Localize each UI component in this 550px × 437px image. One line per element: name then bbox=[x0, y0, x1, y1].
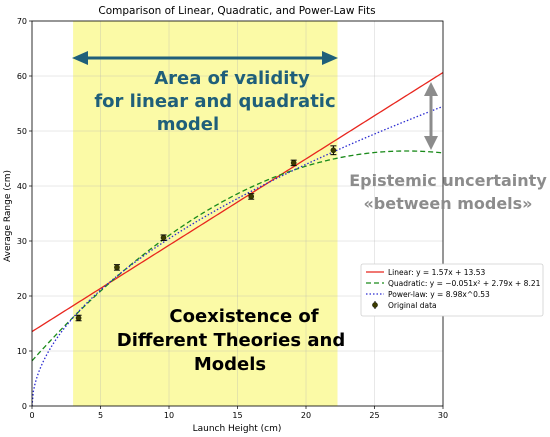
x-axis-label: Launch Height (cm) bbox=[193, 424, 282, 434]
x-tick-label: 20 bbox=[301, 411, 311, 420]
fit-curves bbox=[32, 71, 443, 406]
x-tick-label: 25 bbox=[369, 411, 379, 420]
coexistence-text-line3: Models bbox=[194, 354, 266, 375]
data-point bbox=[160, 234, 167, 241]
x-tick-label: 15 bbox=[232, 411, 242, 420]
validity-text-line2: for linear and quadratic bbox=[94, 91, 335, 112]
validity-arrow-right-head bbox=[322, 51, 338, 65]
legend-data-marker bbox=[372, 302, 378, 308]
x-tick-label: 30 bbox=[438, 411, 448, 420]
data-point bbox=[290, 160, 297, 166]
validity-region bbox=[73, 21, 338, 406]
x-tick-label: 5 bbox=[98, 411, 103, 420]
uncertainty-text-line1: Epistemic uncertainty bbox=[349, 171, 547, 190]
legend-label-data: Original data bbox=[388, 301, 437, 310]
data-point bbox=[114, 264, 120, 271]
y-tick-label: 30 bbox=[17, 237, 27, 246]
data-point bbox=[75, 315, 82, 321]
y-axis-label: Average Range (cm) bbox=[3, 170, 13, 262]
y-tick-label: 60 bbox=[17, 72, 27, 81]
y-tick-label: 40 bbox=[17, 182, 27, 191]
fit-curve-quadratic bbox=[32, 150, 443, 362]
y-tick-label: 50 bbox=[17, 127, 27, 136]
data-point bbox=[330, 147, 337, 154]
y-tick-label: 20 bbox=[17, 292, 27, 301]
validity-text-line1: Area of validity bbox=[154, 68, 310, 89]
y-tick-label: 10 bbox=[17, 347, 27, 356]
coexistence-text-line2: Different Theories and bbox=[117, 330, 345, 351]
uncertainty-text-line2: «between models» bbox=[363, 194, 532, 213]
x-tick-label: 10 bbox=[164, 411, 174, 420]
legend-label-linear: Linear: y = 1.57x + 13.53 bbox=[388, 268, 485, 277]
uncertainty-arrow-top-head bbox=[424, 82, 438, 96]
data-point bbox=[248, 193, 254, 200]
uncertainty-arrow-bottom-head bbox=[424, 136, 438, 150]
fit-curve-linear bbox=[32, 71, 443, 333]
coexistence-text-line1: Coexistence of bbox=[169, 306, 318, 327]
legend-label-power: Power-law: y = 8.98x^0.53 bbox=[388, 290, 490, 299]
y-tick-label: 70 bbox=[17, 17, 27, 26]
y-tick-label: 0 bbox=[22, 402, 27, 411]
chart-title: Comparison of Linear, Quadratic, and Pow… bbox=[98, 5, 375, 17]
validity-arrow-left-head bbox=[72, 51, 88, 65]
legend-box bbox=[360, 263, 544, 317]
legend-label-quadratic: Quadratic: y = −0.051x² + 2.79x + 8.21 bbox=[388, 279, 541, 288]
validity-text-line3: model bbox=[157, 114, 219, 135]
x-tick-label: 0 bbox=[29, 411, 34, 420]
